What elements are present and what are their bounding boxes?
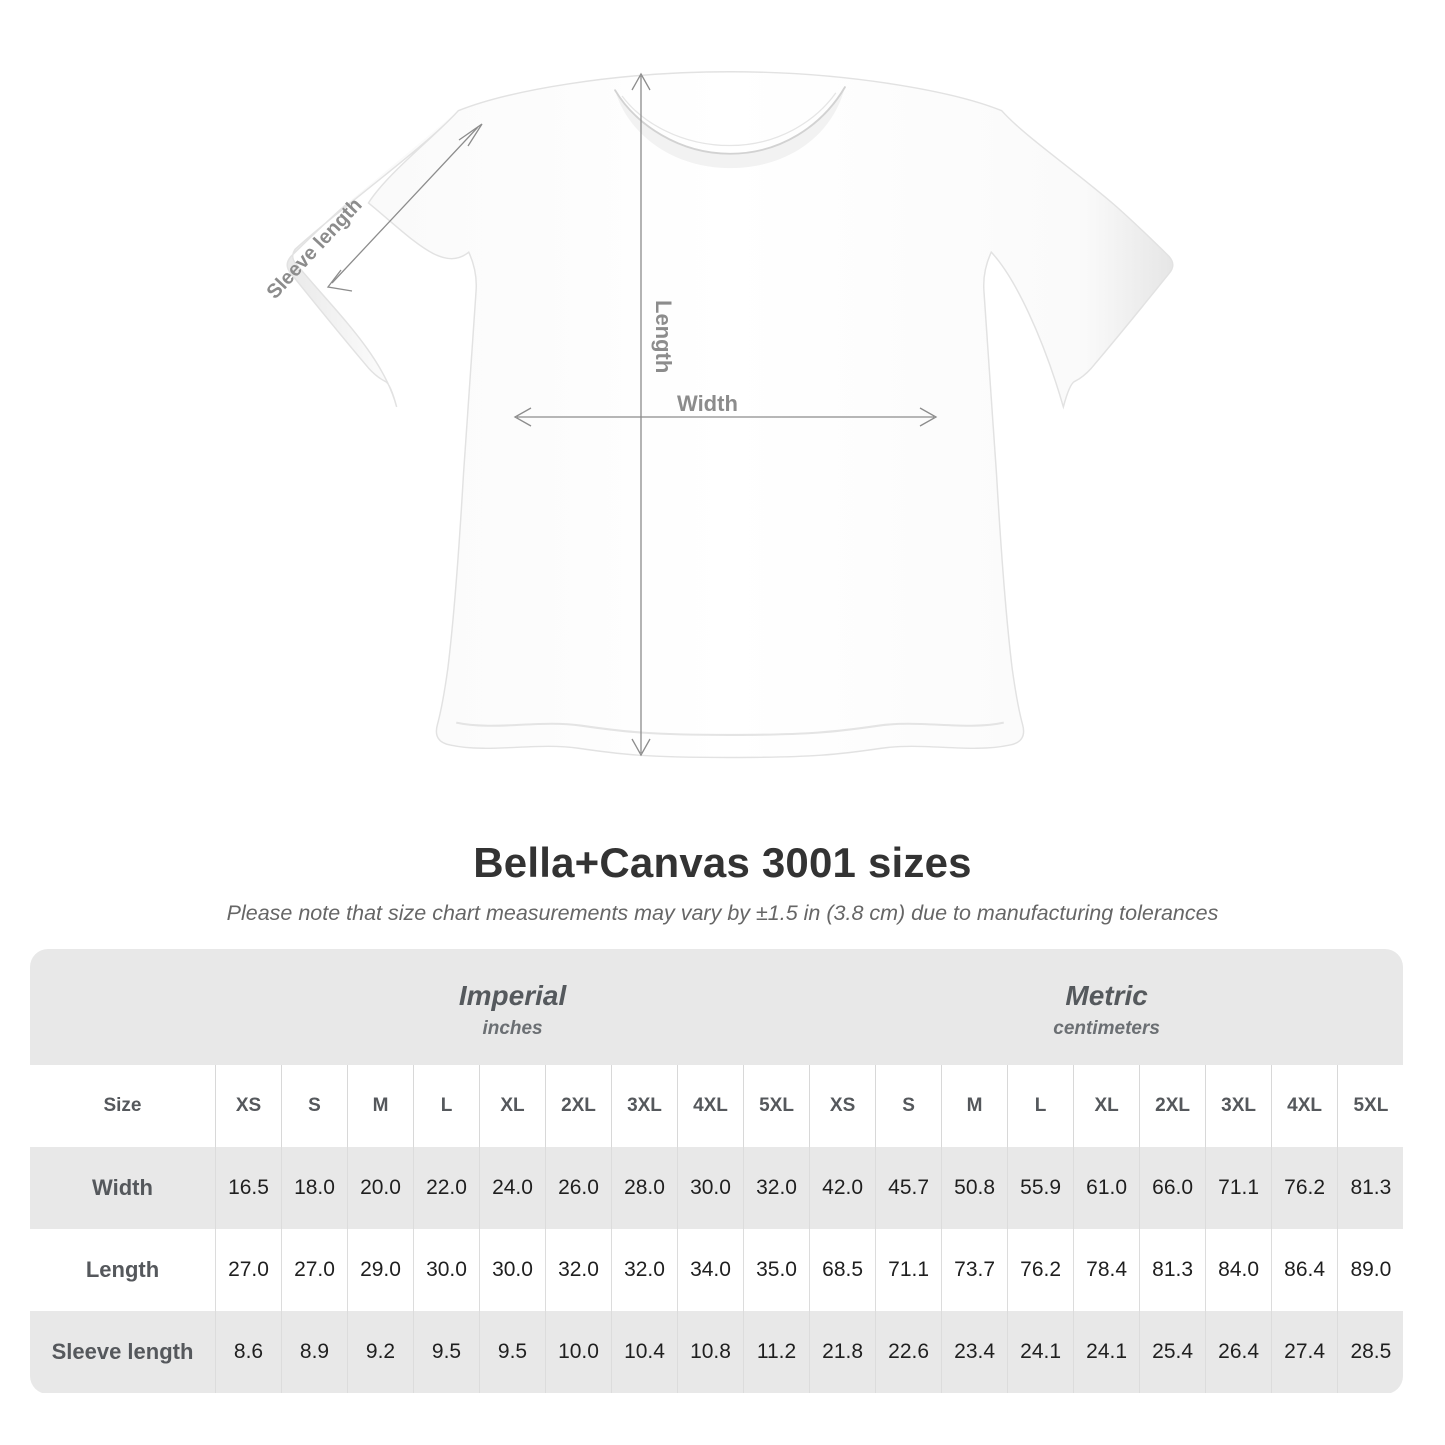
svg-text:Length: Length: [651, 300, 676, 373]
svg-text:Width: Width: [677, 391, 738, 416]
